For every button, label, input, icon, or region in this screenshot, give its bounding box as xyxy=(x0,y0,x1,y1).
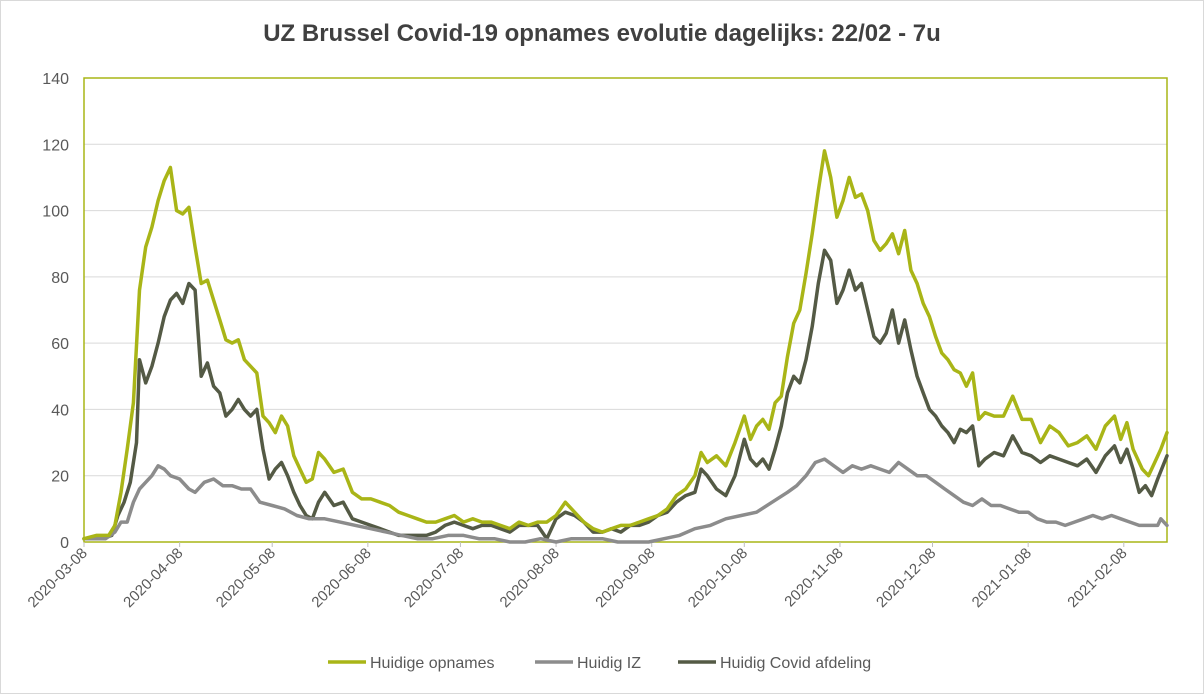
x-axis-ticks: 2020-03-08 2020-04-08 2020-05-08 2020-06-08… xyxy=(25,542,1131,611)
y-tick-label: 40 xyxy=(51,402,69,419)
y-tick-label: 60 xyxy=(51,336,69,353)
y-tick-label: 120 xyxy=(42,137,69,154)
y-tick-label: 0 xyxy=(60,535,69,552)
series-line-huidig-iz xyxy=(82,457,1169,544)
x-tick-label: 2020-10-08 xyxy=(685,545,751,611)
legend-label: Huidig Covid afdeling xyxy=(720,655,871,672)
series-lines xyxy=(82,149,1169,544)
x-tick-label: 2020-09-08 xyxy=(592,545,658,611)
y-tick-label: 20 xyxy=(51,469,69,486)
x-tick-label: 2020-08-08 xyxy=(497,545,563,611)
y-axis-ticks: 0 20 40 60 80 100 120 140 xyxy=(42,71,69,552)
x-tick-label: 2020-12-08 xyxy=(873,545,939,611)
legend-label: Huidige opnames xyxy=(370,655,495,672)
gridlines xyxy=(84,143,1167,477)
x-tick-label: 2020-11-08 xyxy=(781,545,846,610)
series-line-huidig-covid-afdeling xyxy=(82,248,1169,541)
legend-label: Huidig IZ xyxy=(577,655,641,672)
y-tick-label: 140 xyxy=(42,71,69,88)
x-tick-label: 2020-07-08 xyxy=(401,545,467,611)
plot-area-border xyxy=(83,77,1168,543)
x-tick-label: 2021-02-08 xyxy=(1064,545,1130,611)
legend: Huidige opnames Huidig IZ Huidig Covid afd… xyxy=(328,655,871,672)
chart-title: UZ Brussel Covid-19 opnames evolutie dag… xyxy=(263,20,941,47)
series-line-huidige-opnames xyxy=(82,149,1169,541)
x-tick-label: 2021-01-08 xyxy=(969,545,1035,611)
x-tick-label: 2020-05-08 xyxy=(213,545,279,611)
x-tick-label: 2020-06-08 xyxy=(308,545,374,611)
x-tick-label: 2020-04-08 xyxy=(120,545,186,611)
y-tick-label: 80 xyxy=(51,270,69,287)
y-tick-label: 100 xyxy=(42,204,69,221)
x-tick-label: 2020-03-08 xyxy=(25,545,91,611)
